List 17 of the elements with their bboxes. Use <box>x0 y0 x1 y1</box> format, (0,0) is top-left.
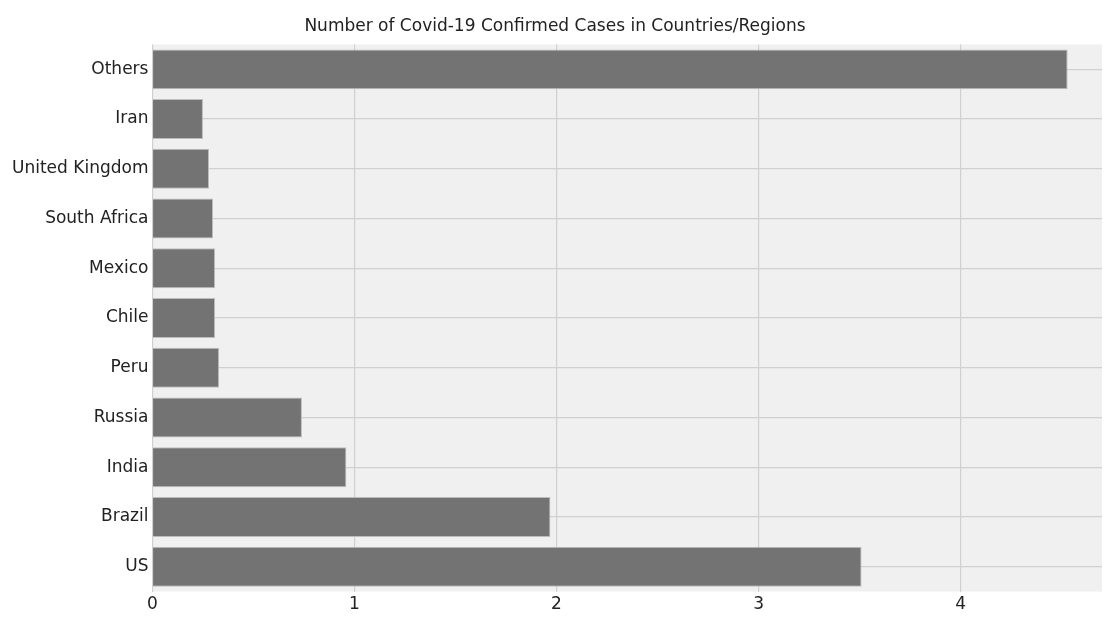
y-tick-label: Peru <box>110 356 149 377</box>
y-tick-label: Mexico <box>89 256 149 277</box>
y-tick-label: Iran <box>115 107 149 128</box>
y-tick-label: Chile <box>105 306 149 327</box>
chart-title: Number of Covid-19 Confirmed Cases in Countries/Regions <box>304 14 806 35</box>
y-tick-label: Others <box>91 57 149 78</box>
x-tick-label: 0 <box>147 593 158 614</box>
y-tick-label: Russia <box>93 405 149 426</box>
y-tick-label: US <box>125 555 149 576</box>
x-tick-label: 4 <box>955 593 966 614</box>
y-tick-label: Brazil <box>101 505 149 526</box>
x-tick-label: 1 <box>349 593 360 614</box>
x-tick-label: 3 <box>753 593 764 614</box>
y-tick-label: South Africa <box>45 206 149 227</box>
y-tick-label: United Kingdom <box>12 157 149 178</box>
x-tick-label: 2 <box>551 593 562 614</box>
y-tick-label: India <box>106 455 149 476</box>
